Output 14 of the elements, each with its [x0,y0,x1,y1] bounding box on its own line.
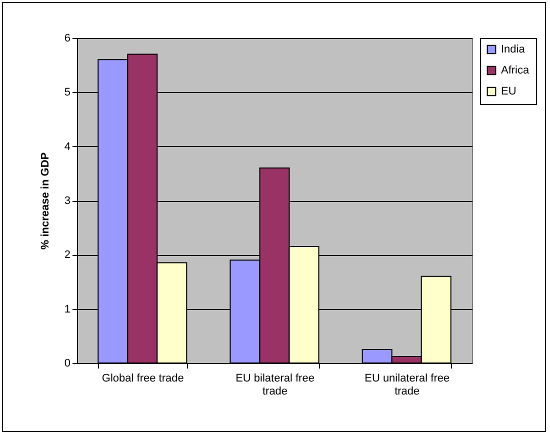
y-tick-label: 2 [64,249,70,262]
legend-label: EU [501,86,516,98]
legend-label: Africa [501,64,530,76]
y-tick-label: 3 [64,195,70,207]
legend-label: India [501,44,526,56]
x-tick-label: EU unilateral free trade [364,372,450,398]
y-tick-label: 5 [64,86,70,99]
y-tick-label: 6 [64,32,70,44]
y-tick-label: 1 [64,303,70,316]
y-tick-label: 4 [64,140,70,153]
x-tick-label: Global free trade [102,372,184,384]
y-tick-label: 0 [64,358,70,370]
x-tick-label: EU bilateral free trade [236,372,314,398]
y-axis-title: % increase in GDP [39,152,52,250]
